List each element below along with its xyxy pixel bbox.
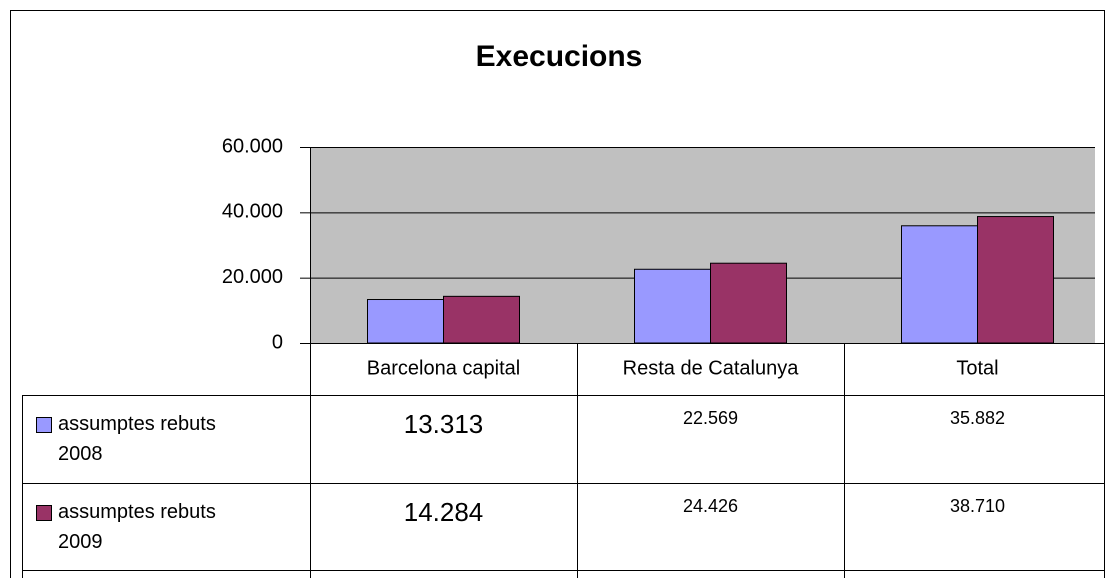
legend-entry: assumptes rebuts 2008 <box>58 413 216 465</box>
data-label: 38.710 <box>950 496 1005 516</box>
legend-swatch <box>36 505 52 521</box>
y-tick-label: 40.000 <box>222 201 283 223</box>
bar <box>634 268 711 344</box>
data-label: 14.284 <box>404 497 484 527</box>
y-tick-label: 20.000 <box>222 266 283 288</box>
bar <box>443 295 520 344</box>
bar <box>977 216 1054 344</box>
y-tick-label: 60.000 <box>222 135 283 157</box>
data-label: 13.313 <box>404 409 484 439</box>
legend-label: assumptes rebuts 2009 <box>58 501 216 553</box>
data-label: 24.426 <box>683 496 738 516</box>
data-label: 22.569 <box>683 408 738 428</box>
bar <box>710 262 787 344</box>
x-tick-label: Barcelona capital <box>367 357 520 379</box>
legend-label: assumptes rebuts 2008 <box>58 413 216 465</box>
y-tick-label: 0 <box>272 331 283 353</box>
chart-title: Execucions <box>476 40 643 73</box>
x-tick-label: Resta de Catalunya <box>623 357 800 379</box>
bar <box>367 299 444 344</box>
legend-entry: assumptes rebuts 2009 <box>58 501 216 553</box>
x-tick-label: Total <box>956 357 998 379</box>
data-label: 35.882 <box>950 408 1005 428</box>
legend-swatch <box>36 417 52 433</box>
bar <box>901 225 978 344</box>
